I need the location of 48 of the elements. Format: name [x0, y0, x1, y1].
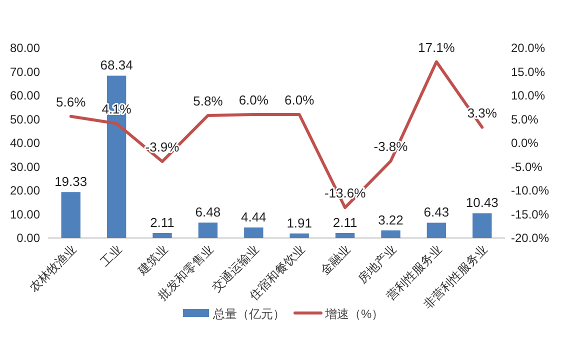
bar — [335, 232, 355, 238]
data-label: 6.48 — [195, 204, 221, 220]
data-label: 6.0% — [284, 92, 315, 108]
y2-tick-label: 0.0% — [511, 136, 539, 150]
y2-tick-label: -10.0% — [511, 184, 550, 198]
data-label: 2.11 — [332, 214, 358, 230]
y-tick-label: 80.00 — [10, 41, 40, 55]
data-label: 3.22 — [378, 212, 404, 228]
data-label: 5.6% — [56, 94, 86, 110]
y-tick-label: 60.00 — [10, 88, 40, 102]
y2-tick-label: 5.0% — [511, 112, 539, 126]
y2-tick-label: -15.0% — [511, 207, 550, 222]
y-tick-label: 50.00 — [10, 112, 40, 126]
data-label: 2.11 — [150, 214, 174, 230]
data-label: 1.91 — [286, 215, 312, 230]
y-tick-label: 10.00 — [10, 207, 40, 222]
data-label: 6.0% — [238, 92, 269, 108]
bar — [152, 232, 172, 238]
x-tick-label: 建筑业 — [134, 242, 170, 278]
data-label: 19.33 — [54, 174, 88, 190]
y2-tick-label: 15.0% — [511, 64, 546, 79]
y2-tick-label: 20.0% — [511, 41, 546, 55]
y-tick-label: 40.00 — [10, 136, 40, 150]
y-tick-label: 30.00 — [10, 160, 40, 174]
bar — [198, 222, 218, 238]
data-label: 5.8% — [193, 93, 224, 108]
bar — [244, 227, 264, 238]
y-tick-label: 0.00 — [16, 231, 40, 245]
y2-tick-label: -20.0% — [511, 231, 550, 245]
x-tick-label: 工业 — [98, 242, 125, 270]
data-label: 4.44 — [240, 209, 266, 224]
x-tick-label: 金融业 — [318, 242, 354, 278]
data-label: 10.43 — [466, 195, 498, 210]
y2-tick-label: -5.0% — [511, 160, 543, 174]
data-label: 68.34 — [100, 58, 133, 73]
x-tick-label: 农林牧渔业 — [26, 242, 79, 295]
legend-label: 增速（%） — [324, 307, 384, 321]
y-tick-label: 20.00 — [10, 184, 40, 198]
data-label: 17.1% — [418, 40, 456, 55]
bar — [426, 222, 446, 238]
bar — [472, 213, 492, 238]
bar — [381, 230, 400, 238]
bar — [61, 192, 80, 238]
y2-tick-label: 10.0% — [511, 88, 546, 102]
bar — [290, 233, 309, 238]
y-tick-label: 70.00 — [10, 64, 40, 79]
data-label: 6.43 — [424, 204, 450, 220]
legend-label: 总量（亿元） — [212, 307, 285, 321]
